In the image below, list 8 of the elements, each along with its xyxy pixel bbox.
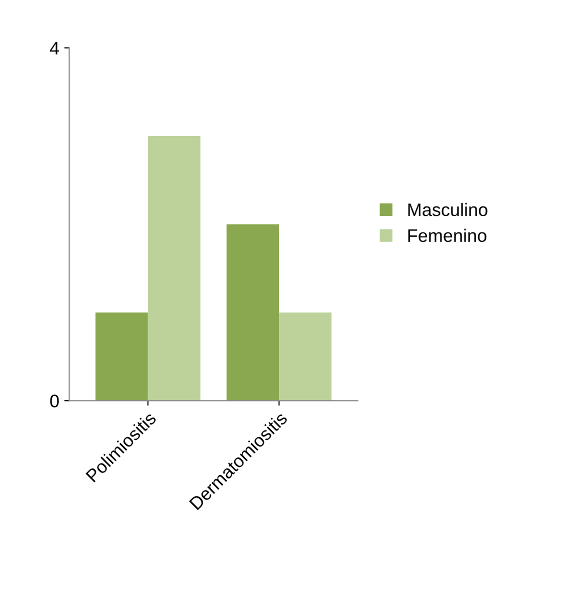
bar [279,312,332,401]
legend-label: Masculino [408,202,488,216]
bar [95,312,148,401]
legend-label: Femenino [408,228,486,242]
y-tick-label: 4 [50,42,59,54]
bar [148,136,200,401]
y-tick-label: 0 [50,394,59,408]
bar [226,224,280,401]
